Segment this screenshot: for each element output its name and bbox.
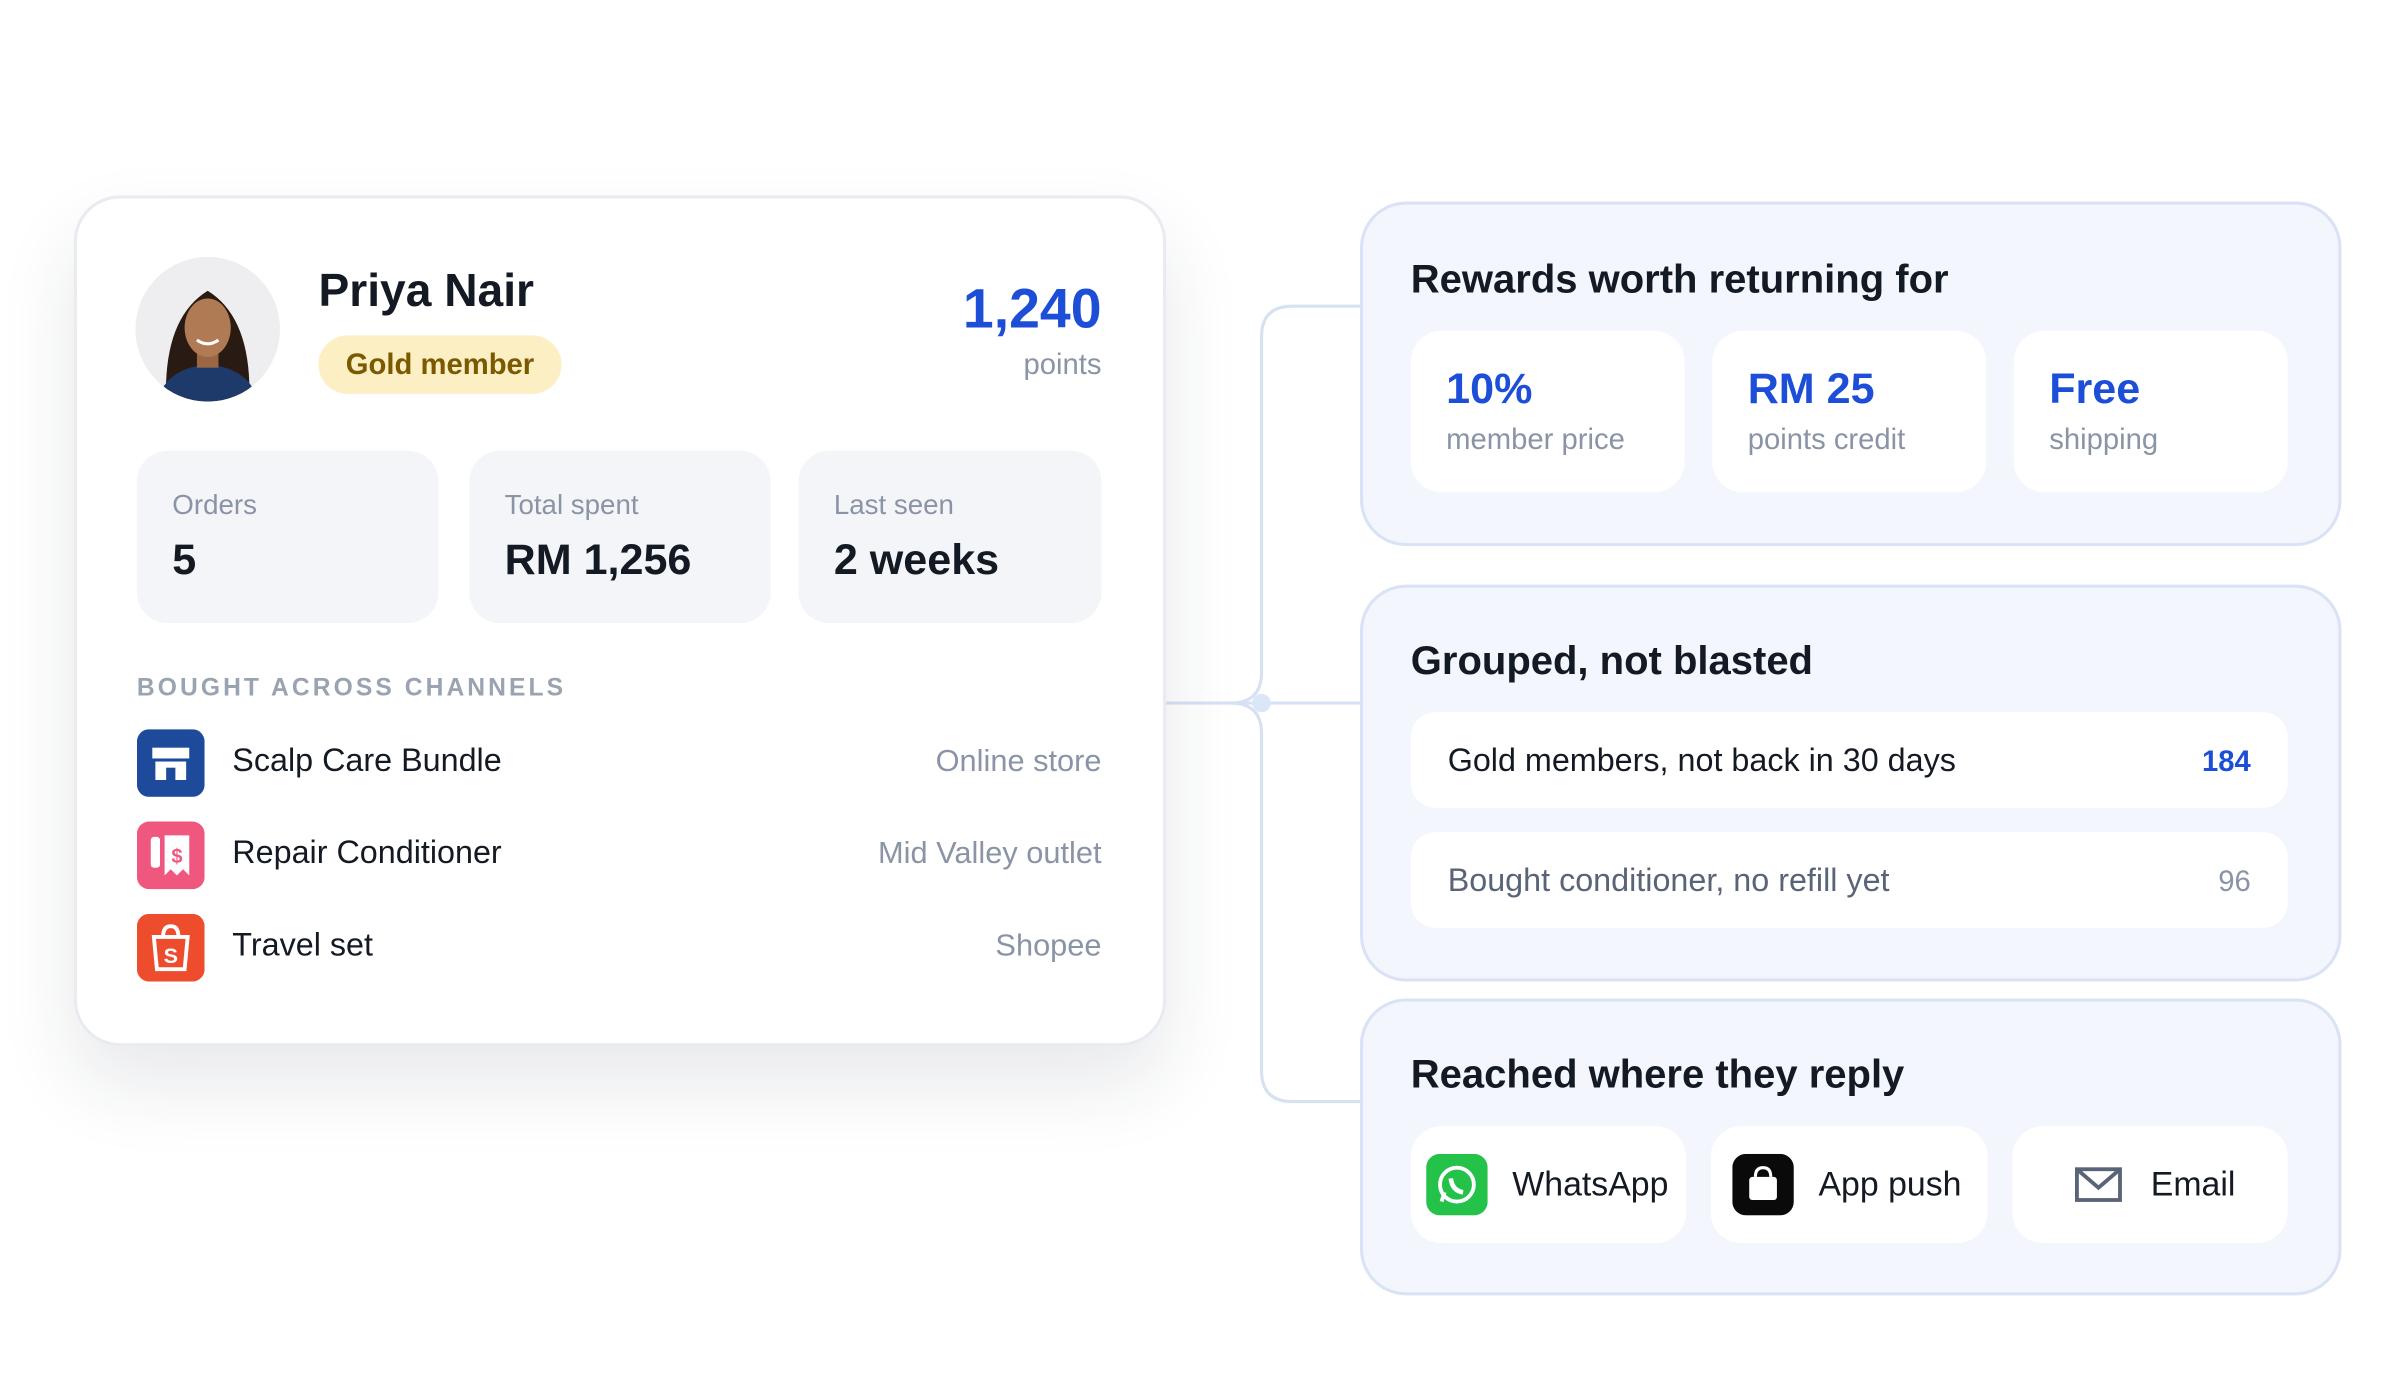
reward-value: RM 25 [1747, 364, 1875, 413]
channel-icon [1732, 1153, 1794, 1216]
segment-count: 96 [2218, 866, 2251, 899]
reach-channel: Email [2150, 1164, 2236, 1204]
stat-value: 2 weeks [833, 535, 1000, 584]
reach-channel: App push [1818, 1164, 1962, 1204]
panel-title: Rewards worth returning for [1410, 255, 1949, 302]
segment-row [1410, 712, 2288, 808]
reward-card [1410, 330, 1685, 493]
segment-row [1410, 832, 2288, 928]
segment-label: Gold members, not back in 30 days [1447, 743, 1956, 779]
channel-icon [1426, 1153, 1488, 1216]
reward-card [1712, 330, 1987, 493]
segment-label: Bought conditioner, no refill yet [1447, 863, 1890, 899]
reach-channel: WhatsApp [1512, 1164, 1669, 1204]
reward-label: shipping [2049, 424, 2159, 457]
points-label: points [1023, 349, 1102, 382]
stat-card [136, 450, 439, 624]
tier-label: Gold member [345, 349, 535, 382]
stat-value: 5 [172, 535, 197, 584]
svg-text:$: $ [171, 846, 182, 868]
receipt-icon: $ [136, 821, 205, 890]
stat-label: Orders [172, 489, 257, 520]
purchase-item: Travel set [232, 927, 373, 964]
shopee-icon: S [136, 913, 205, 982]
points-value: 1,240 [962, 276, 1102, 340]
purchase-item: Repair Conditioner [232, 835, 502, 871]
channels-heading: BOUGHT ACROSS CHANNELS [136, 675, 567, 702]
avatar [135, 256, 280, 402]
reward-label: points credit [1747, 424, 1906, 457]
stat-label: Total spent [504, 489, 639, 520]
channel-icon [2068, 1154, 2130, 1216]
purchase-channel: Mid Valley outlet [878, 836, 1102, 871]
reward-label: member price [1446, 424, 1625, 457]
svg-text:S: S [164, 944, 178, 968]
panel-title: Reached where they reply [1410, 1050, 1905, 1097]
reward-value: 10% [1446, 364, 1533, 413]
panel-title: Grouped, not blasted [1410, 636, 1814, 684]
stat-card [469, 450, 771, 624]
tier-badge: Gold member [318, 335, 562, 394]
customer-name: Priya Nair [318, 266, 534, 317]
stat-card [798, 450, 1102, 624]
purchase-channel: Shopee [995, 929, 1102, 964]
reach-card [2012, 1126, 2288, 1244]
store-icon [136, 729, 205, 797]
segment-count: 184 [2201, 746, 2251, 779]
purchase-item: Scalp Care Bundle [232, 743, 502, 779]
stat-value: RM 1,256 [504, 535, 692, 584]
reward-card [2013, 330, 2288, 493]
stat-label: Last seen [833, 489, 954, 520]
reward-value: Free [2049, 364, 2141, 413]
purchase-channel: Online store [935, 744, 1102, 779]
